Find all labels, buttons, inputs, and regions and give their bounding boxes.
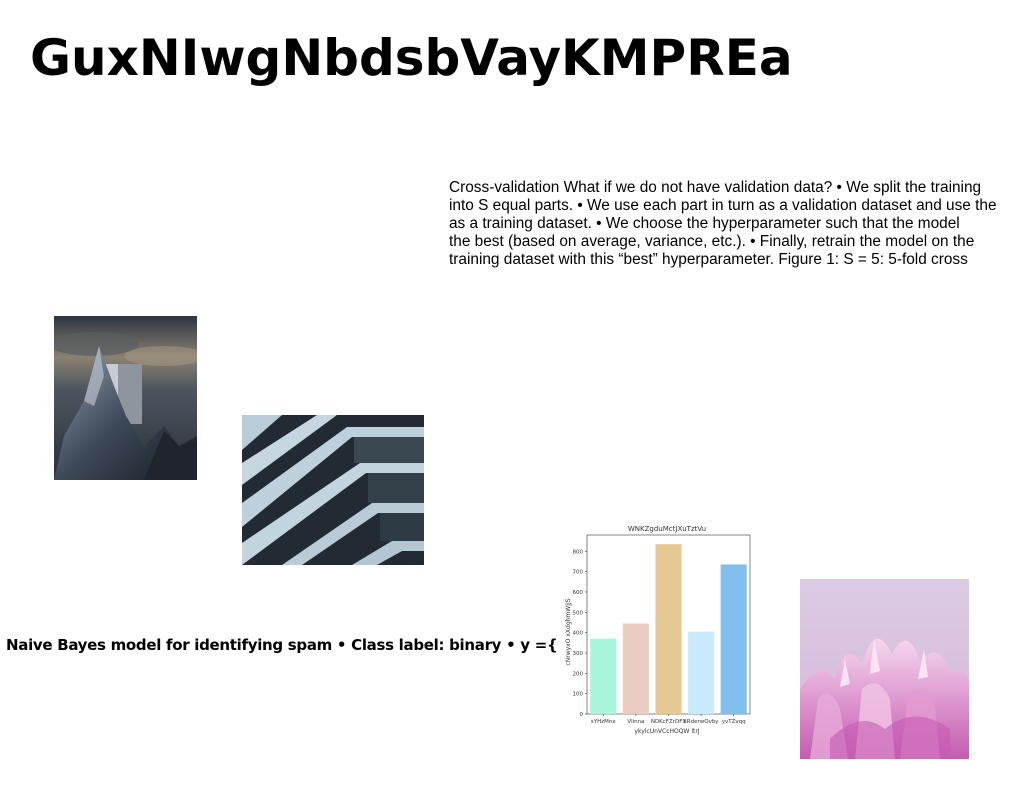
x-tick-label: yvTZvqq (722, 719, 746, 725)
chart-bars (590, 544, 747, 714)
y-tick-label: 200 (573, 671, 584, 677)
bar-chart: WNKZgduMctJXuTztVu cNrwyxO xXdghmWJJS yk… (565, 525, 751, 735)
bar-Vlinna (622, 623, 649, 714)
mountain-image (54, 316, 197, 480)
body-line: the best (based on average, variance, et… (449, 233, 975, 250)
subtitle-text: Naive Bayes model for identifying spam •… (6, 636, 558, 654)
page-title: GuxNIwgNbdsbVayKMPREa (30, 29, 793, 87)
chart-xlabel: ykylcUnVCcHOQW ltrJ (634, 728, 699, 735)
body-text: Cross-validation What if we do not have … (449, 179, 1015, 269)
body-line: as a training dataset. • We choose the h… (449, 215, 960, 232)
x-tick-label: kRderwOvby (684, 719, 720, 725)
pink-sculpture-illustration (800, 579, 969, 759)
bar-NDKcFZrDFX (655, 544, 682, 714)
y-tick-label: 500 (573, 610, 584, 616)
y-tick-label: 700 (573, 570, 584, 576)
bar-sYHzMnx (590, 638, 617, 714)
building-image (242, 415, 424, 565)
y-tick-label: 800 (573, 549, 584, 555)
mountain-illustration (54, 316, 197, 480)
x-tick-label: sYHzMnx (591, 719, 616, 725)
building-illustration (242, 415, 424, 565)
y-tick-label: 400 (573, 631, 584, 637)
bar-yvTZvqq (720, 564, 747, 714)
chart-ylabel: cNrwyxO xXdghmWJJS (565, 598, 572, 665)
y-tick-label: 600 (573, 590, 584, 596)
pink-sculpture-image (800, 579, 969, 759)
y-tick-label: 0 (580, 712, 584, 718)
chart-title: WNKZgduMctJXuTztVu (628, 525, 706, 533)
body-line: Cross-validation What if we do not have … (449, 179, 982, 196)
body-line: training dataset with this “best” hyperp… (449, 251, 968, 268)
y-tick-label: 300 (573, 651, 584, 657)
y-tick-label: 100 (573, 692, 584, 698)
x-tick-label: NDKcFZrDFX (651, 719, 687, 725)
bar-kRderwOvby (688, 631, 715, 714)
x-tick-label: Vlinna (627, 719, 644, 725)
body-line: into S equal parts. • We use each part i… (449, 197, 997, 214)
